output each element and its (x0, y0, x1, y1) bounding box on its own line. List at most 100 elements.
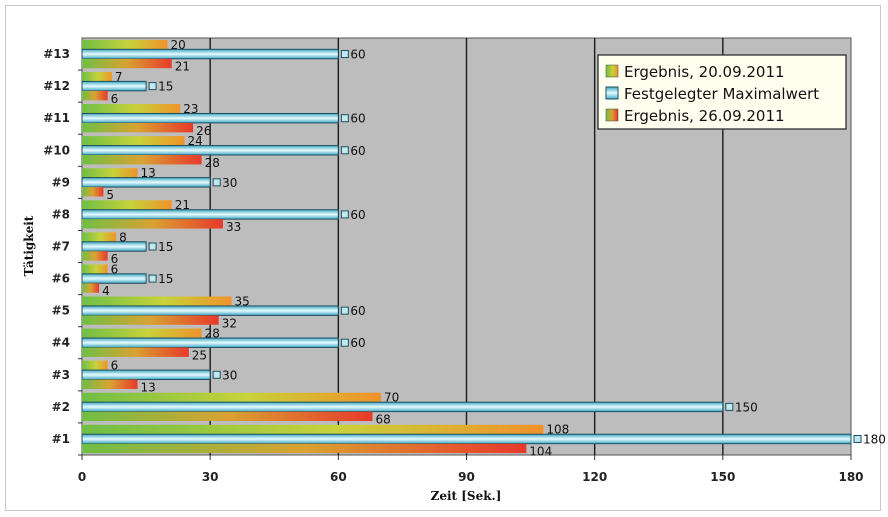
bar-ergebnis-2 (82, 187, 104, 197)
maximalwert-marker (148, 274, 157, 283)
maximalwert-marker (148, 242, 157, 251)
data-label-ergebnis-1: 28 (205, 327, 220, 341)
bar-ergebnis-1 (82, 136, 185, 146)
data-label-ergebnis-2: 25 (192, 348, 207, 362)
data-label-ergebnis-1: 24 (188, 134, 203, 148)
bar-ergebnis-1 (82, 264, 108, 274)
bar-maximalwert (81, 112, 339, 124)
y-tick-label: #5 (52, 304, 70, 318)
legend-label-ergebnis-2: Ergebnis, 26.09.2011 (624, 107, 785, 125)
x-tick-label: 0 (78, 470, 86, 484)
bar-ergebnis-2 (82, 154, 202, 165)
data-label-maximalwert: 60 (350, 144, 365, 158)
y-tick-label: #13 (43, 47, 70, 61)
x-tick-label: 180 (838, 470, 863, 484)
data-label-maximalwert: 15 (158, 240, 173, 254)
bar-maximalwert (81, 48, 339, 60)
y-axis-title: Tätigkeit (22, 215, 36, 276)
bar-maximalwert (81, 241, 147, 252)
x-tick-label: 90 (458, 470, 475, 484)
bar-maximalwert (81, 401, 724, 413)
bar-maximalwert (81, 209, 339, 220)
data-label-ergebnis-2: 33 (226, 220, 241, 234)
legend-label-ergebnis-1: Ergebnis, 20.09.2011 (624, 63, 785, 81)
data-label-maximalwert: 150 (735, 400, 758, 414)
bar-ergebnis-1 (82, 296, 232, 306)
data-label-ergebnis-1: 7 (115, 70, 123, 84)
data-label-ergebnis-2: 32 (222, 316, 237, 330)
bar-ergebnis-2 (82, 122, 194, 133)
data-label-ergebnis-2: 104 (529, 445, 552, 459)
data-label-ergebnis-2: 6 (111, 92, 119, 106)
data-label-maximalwert: 60 (350, 48, 365, 62)
bar-maximalwert (81, 80, 147, 92)
bar-ergebnis-1 (82, 168, 138, 178)
x-tick-label: 150 (710, 470, 735, 484)
data-label-maximalwert: 15 (158, 272, 173, 286)
bar-ergebnis-1 (82, 360, 108, 371)
data-label-maximalwert: 30 (222, 368, 237, 382)
data-label-ergebnis-2: 21 (175, 60, 190, 74)
bar-maximalwert (81, 337, 339, 348)
maximalwert-marker (340, 338, 349, 347)
maximalwert-marker (340, 146, 349, 155)
y-tick-label: #10 (43, 143, 70, 157)
x-axis-title: Zeit [Sek.] (431, 489, 502, 503)
bar-ergebnis-2 (82, 219, 223, 229)
bar-ergebnis-2 (82, 251, 108, 261)
y-tick-label: #2 (52, 400, 70, 414)
data-label-maximalwert: 30 (222, 176, 237, 190)
data-label-ergebnis-1: 8 (119, 230, 127, 244)
bar-ergebnis-1 (82, 200, 172, 210)
bar-ergebnis-2 (82, 90, 108, 101)
data-label-maximalwert: 60 (350, 112, 365, 126)
data-label-ergebnis-1: 20 (170, 38, 185, 52)
data-label-maximalwert: 180 (863, 432, 886, 446)
y-tick-label: #1 (52, 432, 70, 446)
data-label-ergebnis-1: 23 (183, 102, 198, 116)
maximalwert-marker (340, 210, 349, 219)
x-tick-label: 30 (202, 470, 219, 484)
data-label-ergebnis-1: 70 (384, 391, 399, 405)
maximalwert-marker (340, 306, 349, 315)
bar-ergebnis-2 (82, 58, 172, 69)
legend: Ergebnis, 20.09.2011 Festgelegter Maxima… (597, 54, 847, 130)
legend-label-maximalwert: Festgelegter Maximalwert (624, 85, 819, 103)
bar-ergebnis-1 (82, 39, 168, 50)
legend-swatch-maximalwert (605, 86, 619, 100)
maximalwert-marker (725, 402, 734, 411)
data-label-ergebnis-2: 4 (102, 284, 110, 298)
legend-swatch-ergebnis-1 (605, 64, 619, 78)
data-label-maximalwert: 60 (350, 208, 365, 222)
bar-ergebnis-2 (82, 379, 138, 389)
bar-ergebnis-2 (82, 411, 373, 422)
maximalwert-marker (340, 50, 349, 59)
y-tick-label: #9 (52, 175, 70, 189)
data-label-maximalwert: 60 (350, 336, 365, 350)
y-tick-label: #8 (52, 207, 70, 221)
y-tick-label: #4 (52, 336, 70, 350)
data-label-ergebnis-1: 6 (111, 359, 119, 373)
data-label-ergebnis-1: 6 (111, 262, 119, 276)
data-label-ergebnis-1: 13 (141, 166, 156, 180)
bar-ergebnis-2 (82, 315, 219, 325)
data-label-ergebnis-2: 68 (376, 413, 391, 427)
x-tick-label: 120 (582, 470, 607, 484)
bar-ergebnis-1 (82, 104, 181, 114)
maximalwert-marker (148, 82, 157, 91)
bar-maximalwert (81, 305, 339, 316)
x-tick-label: 60 (330, 470, 347, 484)
bar-maximalwert (81, 433, 852, 445)
maximalwert-marker (212, 370, 221, 379)
maximalwert-marker (853, 434, 862, 443)
legend-box (597, 54, 847, 130)
data-label-ergebnis-2: 6 (111, 252, 119, 266)
bar-ergebnis-1 (82, 424, 544, 435)
data-label-ergebnis-2: 26 (196, 124, 211, 138)
bar-ergebnis-1 (82, 71, 112, 82)
maximalwert-marker (340, 114, 349, 123)
bar-ergebnis-2 (82, 443, 527, 454)
y-tick-label: #11 (43, 111, 70, 125)
y-tick-label: #12 (43, 79, 70, 93)
